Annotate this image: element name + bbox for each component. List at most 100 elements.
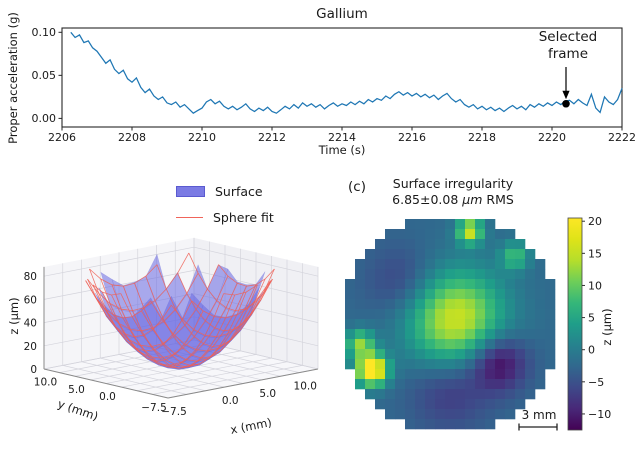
heatmap-cell — [415, 339, 426, 350]
heatmap-cell — [385, 279, 396, 290]
heatmap-cell — [355, 289, 366, 300]
heatmap-cell — [515, 379, 526, 390]
heatmap-cell — [505, 299, 516, 310]
heatmap-cell — [465, 229, 476, 240]
x3d-tick-label: 10.0 — [294, 381, 317, 393]
heatmap-cell — [395, 359, 406, 370]
heatmap-cell — [545, 279, 556, 290]
heatmap-cell — [485, 349, 496, 360]
heatmap-cell — [475, 259, 486, 270]
z3d-tick-label: 0 — [30, 364, 37, 376]
heatmap-cell — [505, 339, 516, 350]
heatmap-cell — [455, 299, 466, 310]
heatmap-cell — [475, 269, 486, 280]
colorbar-tick-label: 15 — [588, 247, 602, 260]
heatmap-cell — [375, 279, 386, 290]
heatmap-cell — [455, 239, 466, 250]
heatmap-cell — [495, 259, 506, 270]
heatmap-cell — [425, 279, 436, 290]
heatmap-cell — [475, 389, 486, 400]
heatmap-cell — [455, 399, 466, 410]
heatmap-cell — [355, 299, 366, 310]
heatmap-cell — [505, 259, 516, 270]
heatmap-cell — [385, 409, 396, 420]
heatmap-cell — [405, 229, 416, 240]
heatmap-cell — [515, 269, 526, 280]
heatmap-cell — [365, 299, 376, 310]
heatmap-cell — [465, 329, 476, 340]
heatmap-cell — [365, 289, 376, 300]
heatmap-cell — [345, 289, 356, 300]
x3d-tick-label: −7.5 — [161, 406, 187, 418]
heatmap-cell — [425, 269, 436, 280]
heatmap-cell — [465, 299, 476, 310]
x-tick-label: 2212 — [258, 131, 286, 144]
heatmap-cell — [465, 239, 476, 250]
heatmap-cell — [515, 319, 526, 330]
heatmap-cell — [415, 379, 426, 390]
heatmap-cell — [415, 239, 426, 250]
heatmap-cell — [485, 279, 496, 290]
heatmap-cell — [525, 389, 536, 400]
heatmap-cell — [415, 389, 426, 400]
heatmap-cell — [355, 359, 366, 370]
heatmap-cell — [535, 319, 546, 330]
heatmap-cell — [455, 289, 466, 300]
heatmap-cell — [415, 369, 426, 380]
heatmap-cell — [375, 249, 386, 260]
heatmap-cell — [545, 329, 556, 340]
heatmap-cell — [405, 379, 416, 390]
heatmap-cell — [525, 359, 536, 370]
colorbar-tick-label: 0 — [588, 344, 595, 357]
heatmap-cell — [375, 329, 386, 340]
heatmap-cell — [405, 269, 416, 280]
heatmap-cell — [445, 309, 456, 320]
heatmap-cell — [465, 309, 476, 320]
heatmap-cell — [435, 349, 446, 360]
heatmap-cell — [495, 279, 506, 290]
heatmap-cell — [485, 309, 496, 320]
z-axis-label-3d: z (μm) — [7, 297, 21, 335]
heatmap-cell — [415, 319, 426, 330]
heatmap-cell — [465, 349, 476, 360]
heatmap-cell — [435, 269, 446, 280]
heatmap-cell — [525, 379, 536, 390]
heatmap-cell — [535, 349, 546, 360]
heatmap-cell — [485, 269, 496, 280]
heatmap-cell — [385, 399, 396, 410]
heatmap-cell — [375, 359, 386, 370]
heatmap-cell — [365, 269, 376, 280]
heatmap-cell — [395, 249, 406, 260]
heatmap-cell — [365, 379, 376, 390]
heatmap-cell — [545, 309, 556, 320]
heatmap-cell — [385, 339, 396, 350]
heatmap-cell — [395, 339, 406, 350]
heatmap-cell — [515, 309, 526, 320]
heatmap-cell — [395, 409, 406, 420]
surface-swatch-icon — [176, 186, 205, 197]
heatmap-cell — [375, 299, 386, 310]
colorbar-label: z (μm) — [600, 308, 614, 346]
x3d-tick-label: 0.0 — [222, 395, 239, 407]
z3d-tick-label: 80 — [24, 271, 37, 283]
heatmap-cell — [495, 229, 506, 240]
legend-label-surface: Surface — [215, 184, 263, 199]
scalebar-label: 3 mm — [521, 408, 557, 422]
heatmap-cell — [365, 279, 376, 290]
heatmap-cell — [485, 389, 496, 400]
heatmap-cell — [515, 249, 526, 260]
heatmap-cell — [455, 349, 466, 360]
heatmap-cell — [475, 319, 486, 330]
heatmap-cell — [495, 309, 506, 320]
heatmap-cell — [375, 399, 386, 410]
heatmap-cell — [445, 419, 456, 430]
heatmap-cell — [355, 329, 366, 340]
heatmap-cell — [345, 329, 356, 340]
heatmap-cell — [465, 259, 476, 270]
heatmap-cell — [525, 329, 536, 340]
heatmap-cell — [435, 259, 446, 270]
y-tick-label: 0.05 — [32, 69, 57, 82]
heatmap-cell — [425, 319, 436, 330]
heatmap-cell — [405, 419, 416, 430]
